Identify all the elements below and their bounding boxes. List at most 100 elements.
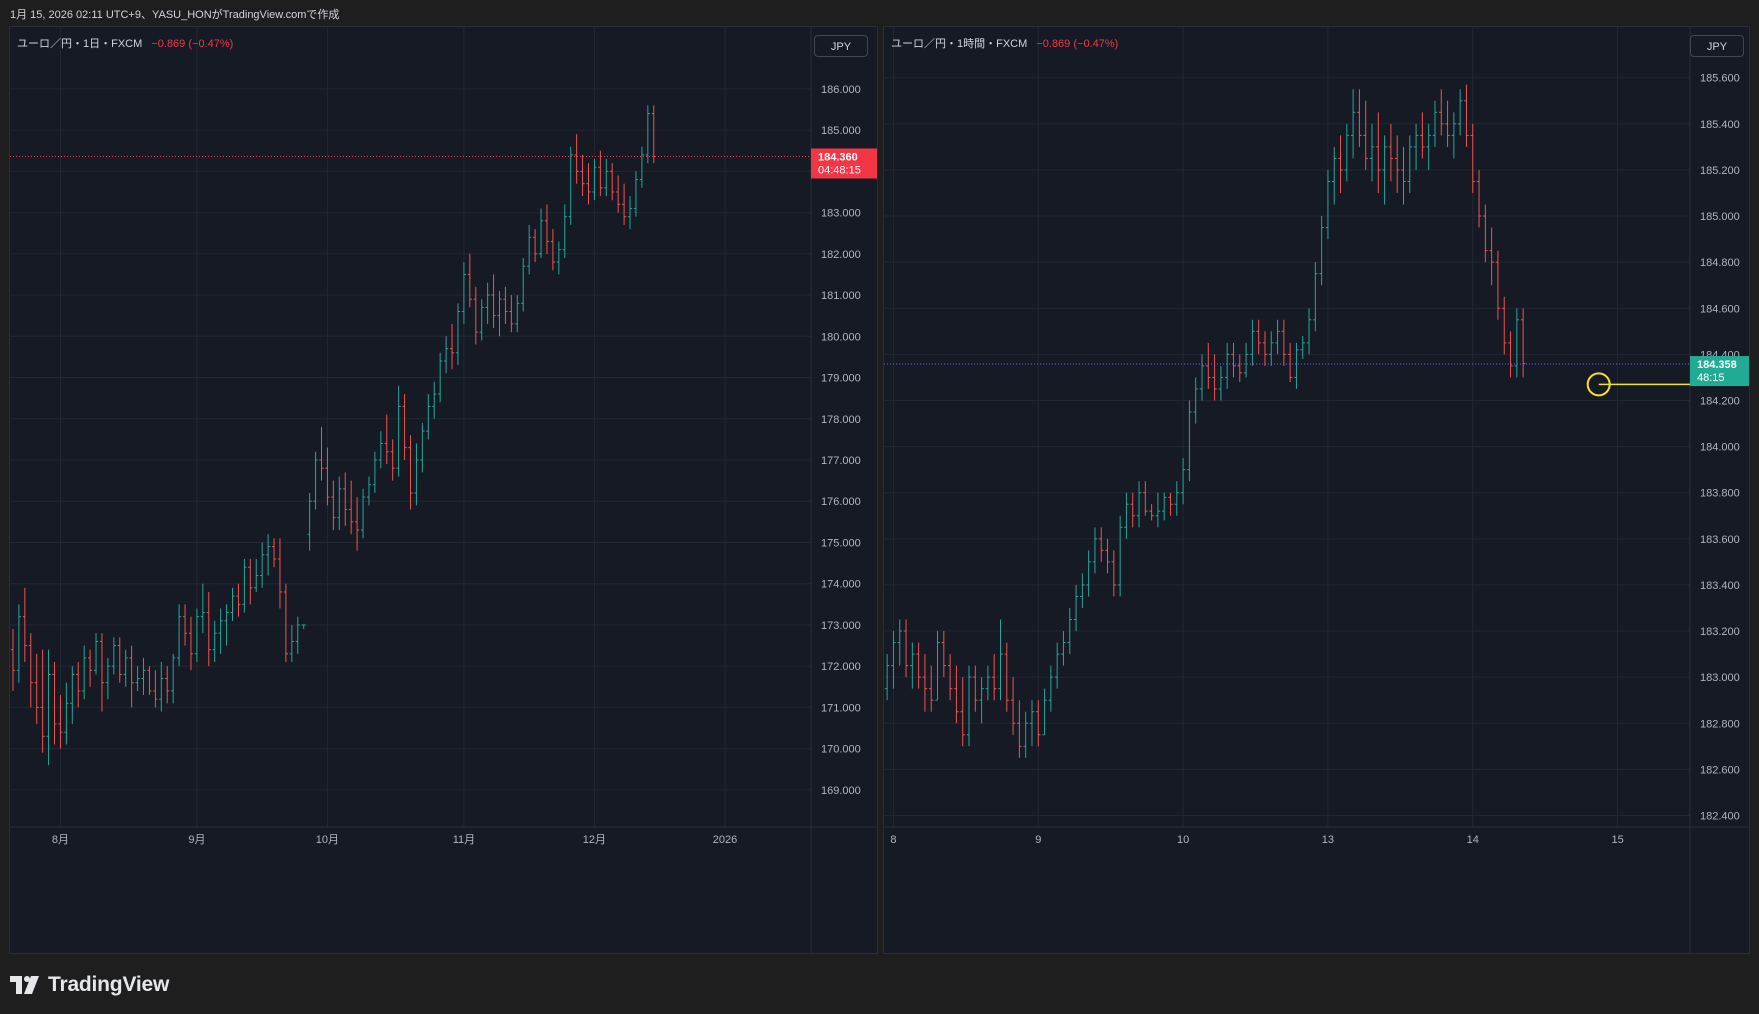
ohlc-bar [544, 204, 550, 254]
ohlc-bar [610, 163, 615, 201]
ohlc-bar [1508, 331, 1513, 378]
ohlc-bar [479, 299, 484, 341]
y-tick-label: 185.400 [1700, 119, 1740, 131]
ohlc-bar [1010, 677, 1016, 735]
ohlc-bar [212, 620, 217, 663]
ohlc-bar [568, 146, 573, 225]
ohlc-bar [1451, 112, 1457, 159]
x-tick-label: 12月 [583, 834, 606, 846]
ohlc-bar [1300, 335, 1305, 359]
ohlc-bar [1136, 481, 1142, 528]
ohlc-bar [467, 253, 472, 308]
ohlc-bar [349, 480, 354, 535]
price-tag-value: 184.358 [1697, 359, 1737, 371]
ohlc-bar [319, 427, 324, 481]
ohlc-bar [1237, 354, 1242, 383]
chart-pane-daily[interactable]: 169.000 170.000 171.000 172.000 173.000 174.0… [9, 26, 878, 954]
ohlc-bar [1319, 216, 1324, 286]
x-tick-label: 9月 [188, 834, 205, 846]
ohlc-bar [1243, 342, 1249, 378]
ohlc-bar [372, 451, 377, 493]
ohlc-bar [1476, 169, 1482, 228]
ohlc-bar [616, 175, 621, 213]
ohlc-bar [438, 352, 443, 403]
currency-button[interactable]: JPY [814, 35, 868, 57]
ohlc-bar [538, 208, 544, 258]
ohlc-bar [903, 619, 909, 678]
price-tag-value: 184.360 [818, 151, 858, 163]
ohlc-bar [1281, 319, 1287, 366]
y-tick-label: 185.000 [1700, 211, 1740, 223]
ohlc-bar [592, 158, 597, 201]
ohlc-bar [331, 480, 336, 531]
ohlc-bar [1124, 492, 1129, 539]
ohlc-bar [242, 558, 247, 613]
ohlc-bar [22, 587, 27, 663]
ohlc-bar [248, 558, 253, 605]
tradingview-logo-icon [10, 973, 44, 997]
ohlc-bar [960, 677, 965, 747]
chart-hourly-svg[interactable]: 182.400 182.600 182.800 183.000 183.200 183.4… [884, 27, 1750, 954]
ohlc-bar [93, 633, 99, 675]
ohlc-bar [973, 665, 978, 712]
ohlc-bar [1338, 135, 1343, 193]
ohlc-bar [343, 472, 348, 526]
ohlc-bar [153, 670, 158, 708]
ohlc-bar [141, 657, 146, 696]
ohlc-bar [991, 654, 997, 701]
ohlc-bar [1155, 492, 1161, 528]
grid [10, 27, 811, 827]
change-value: −0.869 (−0.47%) [151, 38, 234, 50]
currency-button[interactable]: JPY [1690, 35, 1744, 57]
ohlc-bar [550, 229, 555, 271]
ohlc-bar [1388, 123, 1394, 182]
ohlc-bar [117, 637, 122, 683]
ohlc-bar [224, 604, 229, 646]
ohlc-bar [295, 616, 300, 654]
ohlc-bar [1187, 400, 1192, 482]
ohlc-bar [408, 435, 413, 510]
ohlc-bar [1054, 642, 1060, 689]
x-tick-label: 10月 [316, 834, 339, 846]
ohlc-bar [497, 290, 502, 337]
ohlc-bar [1168, 492, 1173, 516]
ohlc-bar [979, 677, 984, 724]
ohlc-bar [627, 196, 633, 230]
ohlc-bar [52, 662, 57, 745]
ohlc-bar [337, 476, 342, 531]
x-tick-label: 9 [1035, 834, 1041, 846]
chart-daily-svg[interactable]: 169.000 170.000 171.000 172.000 173.000 174.0… [10, 27, 878, 954]
price-tag-countdown: 48:15 [1697, 372, 1725, 384]
ohlc-bar [954, 665, 959, 724]
ohlc-bar [1369, 123, 1375, 182]
ohlc-bar [1023, 711, 1028, 758]
y-tick-label: 184.200 [1700, 395, 1740, 407]
y-tick-label: 181.000 [821, 290, 861, 302]
y-tick-label: 183.000 [821, 208, 861, 220]
ohlc-bar [521, 257, 526, 312]
ohlc-bar [966, 665, 972, 747]
x-tick-label: 10 [1177, 834, 1189, 846]
ohlc-bar [266, 534, 271, 576]
ohlc-bar [1218, 365, 1224, 401]
ohlc-bar [1420, 112, 1425, 159]
ohlc-bar [897, 619, 902, 666]
ohlc-bar [947, 654, 953, 701]
ohlc-bar [1162, 492, 1167, 521]
ohlc-bar [1212, 354, 1217, 401]
ohlc-bar [16, 604, 21, 683]
chart-pane-hourly[interactable]: 182.400 182.600 182.800 183.000 183.200 183.4… [883, 26, 1750, 954]
ohlc-bar [1520, 308, 1526, 378]
ohlc-bar [182, 604, 188, 646]
ohlc-bar [598, 150, 603, 197]
ohlc-bar [1401, 146, 1406, 205]
ohlc-bar [58, 695, 63, 749]
y-tick-label: 177.000 [821, 455, 861, 467]
ohlc-bar [461, 262, 466, 324]
ohlc-bar [1048, 665, 1054, 712]
ohlc-bar [515, 295, 520, 333]
ohlc-bar [639, 146, 644, 188]
price-tag-bg [1690, 356, 1749, 387]
price-tag-bg [811, 148, 877, 179]
ohlc-bar [82, 645, 87, 700]
